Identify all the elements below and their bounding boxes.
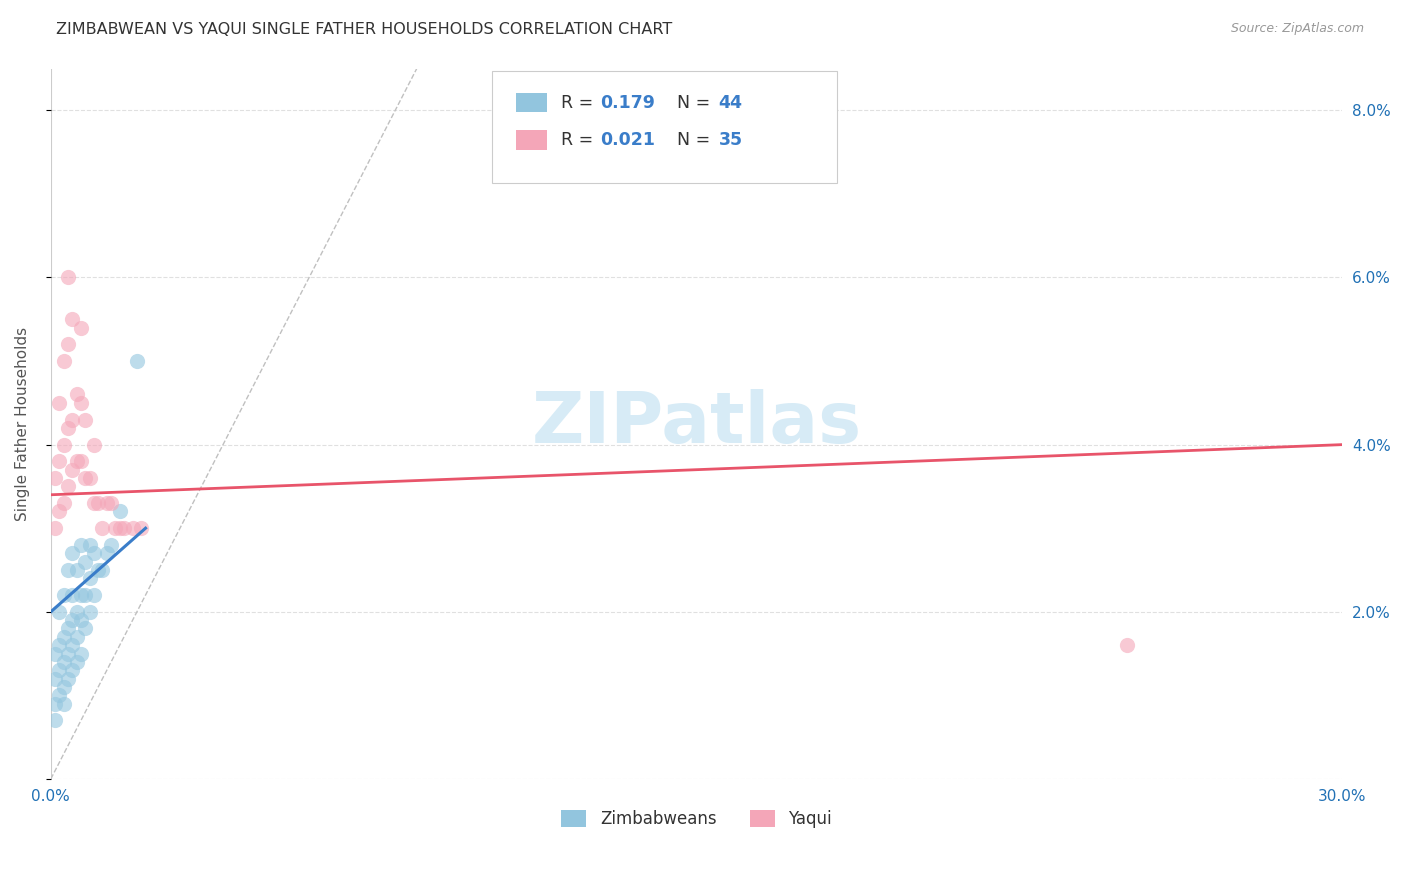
Point: [70, 396, 93, 410]
Point: [60, 546, 83, 560]
Point: [66, 630, 89, 644]
Point: [104, 521, 127, 535]
Text: ZIPatlas: ZIPatlas: [531, 389, 862, 458]
Point: [56, 622, 79, 636]
Point: [75, 588, 97, 602]
Point: [79, 538, 101, 552]
Point: [44, 714, 66, 728]
Point: [48, 638, 70, 652]
Point: [56, 672, 79, 686]
Text: 0.179: 0.179: [600, 94, 655, 112]
Point: [75, 555, 97, 569]
Point: [48, 663, 70, 677]
Point: [100, 496, 122, 510]
Point: [129, 521, 152, 535]
Point: [52, 354, 75, 368]
Point: [79, 471, 101, 485]
Point: [48, 454, 70, 468]
Point: [79, 571, 101, 585]
Point: [44, 697, 66, 711]
Point: [100, 538, 122, 552]
Point: [70, 647, 93, 661]
Text: N =: N =: [666, 131, 716, 149]
Point: [60, 312, 83, 326]
Point: [91, 521, 114, 535]
Legend: Zimbabweans, Yaqui: Zimbabweans, Yaqui: [555, 803, 838, 835]
Point: [87, 496, 110, 510]
Point: [44, 647, 66, 661]
Point: [75, 412, 97, 426]
Point: [52, 680, 75, 694]
Point: [83, 437, 105, 451]
Point: [70, 538, 93, 552]
Point: [96, 546, 118, 560]
Text: R =: R =: [561, 94, 599, 112]
Point: [48, 605, 70, 619]
Point: [60, 412, 83, 426]
Point: [79, 605, 101, 619]
Point: [60, 463, 83, 477]
Text: ZIMBABWEAN VS YAQUI SINGLE FATHER HOUSEHOLDS CORRELATION CHART: ZIMBABWEAN VS YAQUI SINGLE FATHER HOUSEH…: [56, 22, 672, 37]
Point: [75, 622, 97, 636]
Point: [66, 387, 89, 401]
Point: [52, 496, 75, 510]
Point: [1116, 638, 1139, 652]
Point: [91, 563, 114, 577]
Point: [112, 521, 135, 535]
Point: [108, 521, 131, 535]
Point: [60, 663, 83, 677]
Point: [56, 270, 79, 285]
Point: [44, 521, 66, 535]
Point: [52, 630, 75, 644]
Point: [44, 471, 66, 485]
Point: [52, 588, 75, 602]
Point: [83, 546, 105, 560]
Point: [60, 638, 83, 652]
Point: [48, 504, 70, 518]
Point: [66, 454, 89, 468]
Point: [70, 588, 93, 602]
Text: Source: ZipAtlas.com: Source: ZipAtlas.com: [1230, 22, 1364, 36]
Point: [60, 613, 83, 627]
Point: [48, 396, 70, 410]
Point: [83, 588, 105, 602]
Point: [52, 437, 75, 451]
Text: 44: 44: [718, 94, 742, 112]
Point: [60, 588, 83, 602]
Point: [52, 697, 75, 711]
Point: [125, 354, 148, 368]
Point: [56, 337, 79, 351]
Point: [56, 563, 79, 577]
Point: [56, 421, 79, 435]
Y-axis label: Single Father Households: Single Father Households: [15, 326, 30, 521]
Point: [96, 496, 118, 510]
Text: R =: R =: [561, 131, 599, 149]
Point: [70, 454, 93, 468]
Point: [83, 496, 105, 510]
Point: [52, 655, 75, 669]
Point: [56, 479, 79, 493]
Point: [121, 521, 143, 535]
Point: [66, 563, 89, 577]
Point: [56, 647, 79, 661]
Point: [75, 471, 97, 485]
Point: [108, 504, 131, 518]
Point: [48, 689, 70, 703]
Text: 35: 35: [718, 131, 742, 149]
Text: 0.021: 0.021: [600, 131, 655, 149]
Point: [66, 605, 89, 619]
Point: [44, 672, 66, 686]
Point: [70, 320, 93, 334]
Text: N =: N =: [666, 94, 716, 112]
Point: [70, 613, 93, 627]
Point: [87, 563, 110, 577]
Point: [66, 655, 89, 669]
